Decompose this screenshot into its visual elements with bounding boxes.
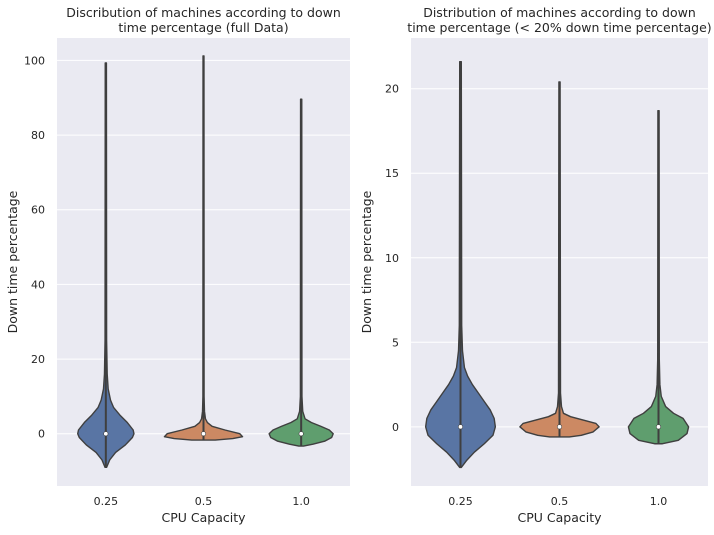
y-tick-label: 20 [385,83,399,96]
y-tick-label: 40 [31,278,45,291]
chart-title-line: time percentage (full Data) [118,20,288,35]
y-tick-label: 10 [385,252,399,265]
y-tick-label: 100 [24,54,45,67]
y-tick-label: 80 [31,129,45,142]
y-tick-label: 0 [38,428,45,441]
x-tick-label: 1.0 [292,495,310,508]
chart-title-line: Distribution of machines according to do… [423,5,696,20]
y-tick-label: 60 [31,204,45,217]
y-axis-label: Down time percentage [359,190,374,333]
violin-median-dot [201,431,207,437]
x-tick-label: 1.0 [650,495,668,508]
y-tick-label: 20 [31,353,45,366]
y-tick-label: 15 [385,167,399,180]
x-tick-label: 0.25 [448,495,473,508]
x-axis-label: CPU Capacity [161,510,246,525]
right-violin-chart: 0 5 10 15 20 0.25 0.5 1.0 Distribution of machin… [359,5,712,525]
x-tick-label: 0.25 [94,495,119,508]
violin-median-dot [457,424,463,430]
chart-title-line: time percentage (< 20% down time percent… [407,20,711,35]
x-tick-label: 0.5 [551,495,569,508]
y-tick-label: 5 [392,336,399,349]
x-axis-label: CPU Capacity [517,510,602,525]
violin-median-dot [298,431,304,437]
x-tick-label: 0.5 [195,495,213,508]
y-tick-label: 0 [392,421,399,434]
violin-median-dot [655,424,661,430]
violin-median-dot [103,431,109,437]
y-axis-label: Down time percentage [5,190,20,333]
left-violin-chart: 0 20 40 60 80 100 0.25 0.5 1.0 Discribution of ma… [5,5,350,525]
chart-title-line: Discribution of machines according to do… [66,5,341,20]
violin-median-dot [556,424,562,430]
